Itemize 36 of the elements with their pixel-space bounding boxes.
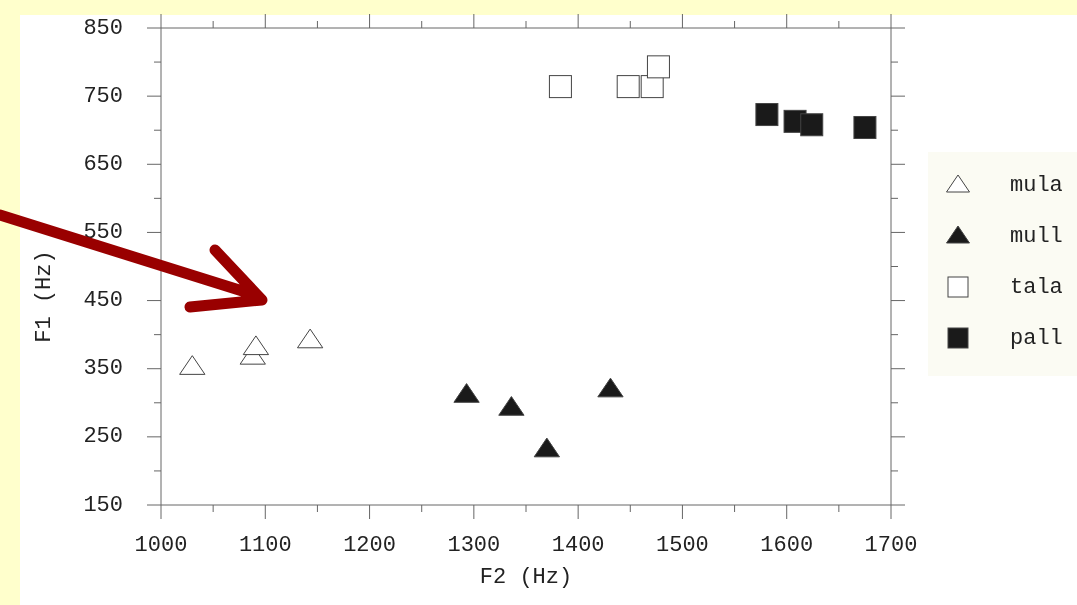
x-tick-label: 1700	[864, 533, 918, 558]
y-tick-label: 350	[83, 356, 123, 382]
legend-label: tala	[1010, 274, 1063, 300]
point	[296, 328, 324, 349]
point	[800, 113, 824, 137]
point	[616, 75, 640, 99]
x-tick-label: 1500	[656, 533, 709, 558]
y-axis-title: F1 (Hz)	[31, 250, 57, 343]
point	[548, 75, 572, 99]
x-axis-title: F2 (Hz)	[479, 565, 573, 590]
point	[179, 355, 206, 375]
x-tick-label: 1400	[551, 533, 605, 558]
point	[755, 103, 779, 127]
y-tick-label: 550	[83, 219, 123, 245]
y-tick-label: 750	[83, 83, 123, 109]
point	[533, 437, 561, 458]
x-tick-label: 1000	[134, 533, 188, 558]
y-tick-label: 650	[83, 151, 123, 177]
legend-label: mull	[1010, 223, 1063, 249]
x-tick-label: 1100	[238, 533, 292, 558]
x-tick-label: 1600	[760, 533, 814, 558]
point	[242, 335, 270, 356]
y-tick-label: 150	[83, 492, 123, 518]
point	[597, 377, 624, 398]
x-tick-label: 1200	[343, 533, 396, 558]
y-tick-label: 850	[83, 15, 123, 41]
y-tick-label: 450	[83, 288, 123, 314]
legend-label: pall	[1010, 325, 1063, 351]
point	[646, 55, 670, 79]
point	[498, 396, 525, 416]
legend-label: mula	[1010, 172, 1063, 198]
y-tick-label: 250	[83, 424, 123, 450]
point	[453, 383, 480, 403]
x-tick-label: 1300	[447, 533, 501, 558]
point	[853, 115, 877, 139]
point	[640, 75, 664, 99]
